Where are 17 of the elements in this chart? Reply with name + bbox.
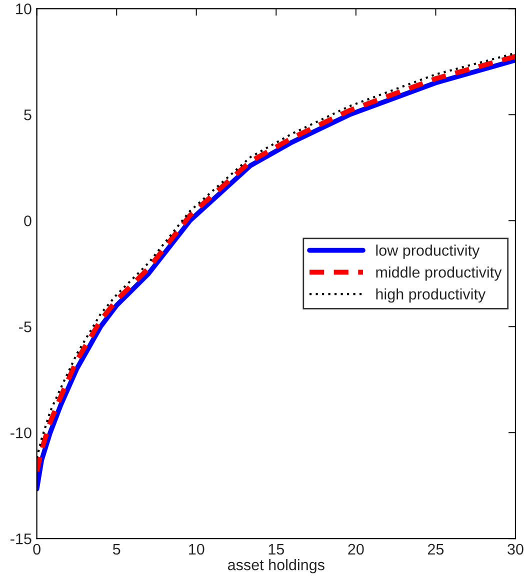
legend-label: high productivity (376, 288, 486, 303)
y-tick-label: -10 (10, 427, 32, 438)
legend-label: middle productivity (376, 266, 502, 281)
x-tick-label: 20 (348, 544, 364, 555)
y-tick-label: 10 (16, 4, 32, 14)
y-tick-label: -15 (10, 534, 32, 544)
y-tick-label: -5 (19, 322, 32, 332)
x-tick-label: 10 (189, 544, 204, 555)
x-axis-title: asset holdings (228, 559, 324, 574)
x-tick-label: 5 (112, 544, 120, 555)
x-tick-label: 0 (33, 544, 40, 555)
y-tick-label: 0 (24, 215, 32, 226)
y-tick-label: 5 (24, 110, 32, 120)
legend-label: low productivity (376, 244, 480, 259)
x-tick-label: 30 (508, 544, 524, 555)
x-tick-label: 15 (268, 544, 284, 555)
x-tick-label: 25 (428, 544, 444, 555)
